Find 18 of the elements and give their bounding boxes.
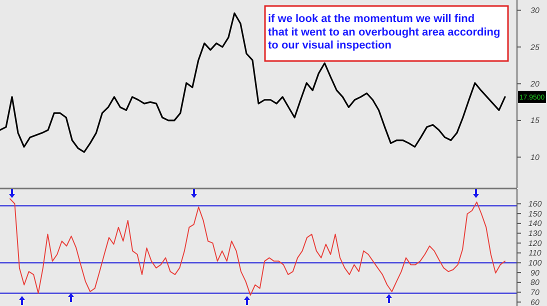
y-tick-label: 20 bbox=[530, 80, 540, 89]
y-tick-label: 150 bbox=[528, 209, 542, 218]
y-tick-label: 140 bbox=[528, 219, 542, 228]
y-tick-label: 120 bbox=[528, 238, 542, 248]
y-tick-label: 90 bbox=[530, 268, 540, 278]
y-tick-label: 130 bbox=[528, 229, 542, 238]
line-series bbox=[0, 12, 506, 153]
annotation: if we look at the momentum we will find that it went to an overbought area according to our visual inspection bbox=[268, 13, 500, 52]
y-tick-label: 160 bbox=[528, 200, 542, 209]
y-tick-label: 10 bbox=[530, 152, 540, 162]
y-tick-label: 30 bbox=[530, 6, 540, 16]
y-tick-label: 80 bbox=[530, 278, 540, 288]
y-tick-label: 60 bbox=[530, 298, 540, 306]
y-tick-label: 25 bbox=[530, 42, 540, 52]
y-tick-label: 100 bbox=[528, 258, 542, 268]
y-tick-label: 15 bbox=[530, 116, 540, 126]
y-tick-label: 110 bbox=[528, 248, 542, 258]
y-tick-label: 70 bbox=[530, 288, 540, 298]
